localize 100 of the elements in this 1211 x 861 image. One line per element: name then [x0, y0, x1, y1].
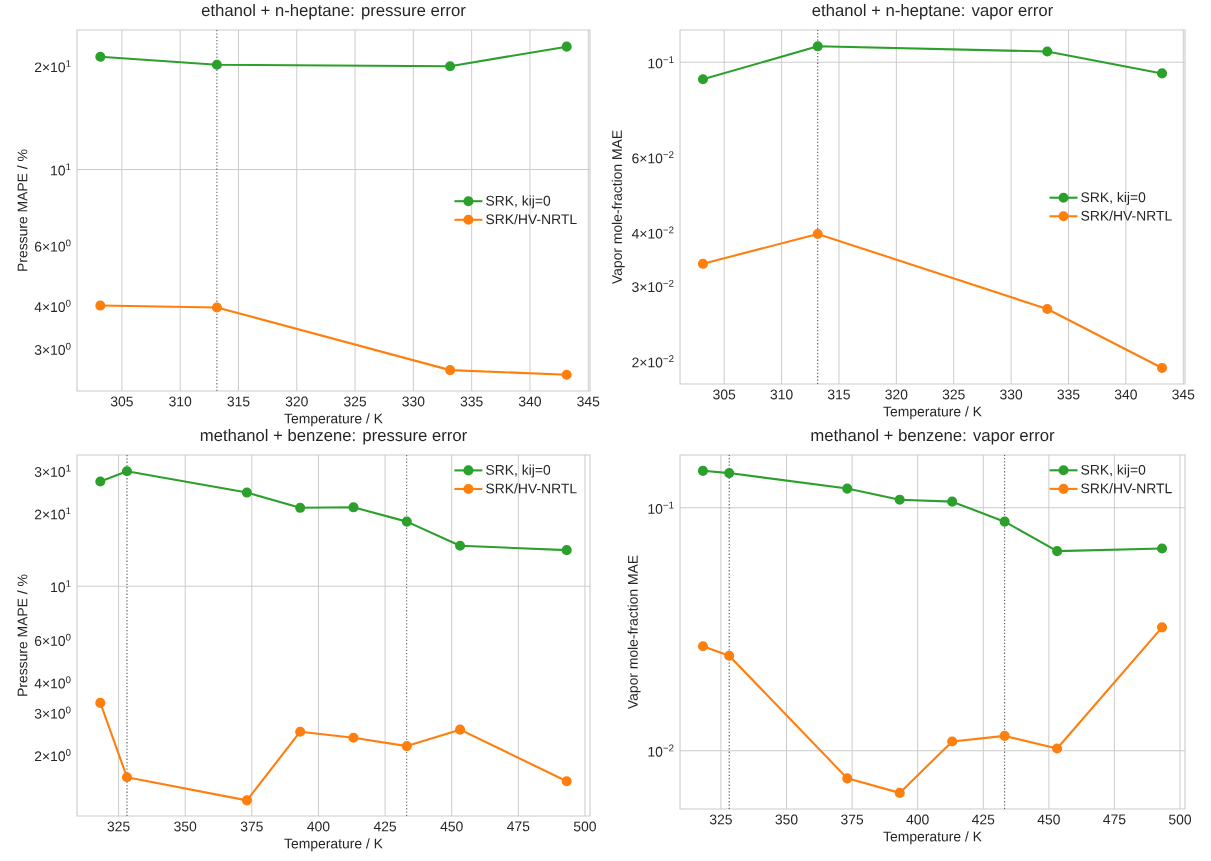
point — [697, 74, 709, 85]
y-tick-label: 10$^{−2}$ — [648, 744, 674, 757]
legend-label: SRK, kij=0 — [486, 195, 551, 209]
point — [455, 540, 466, 551]
point — [95, 697, 106, 708]
legend-label: SRK/HV-NRTL — [1081, 210, 1172, 221]
legend-label: SRK, kij=0 — [486, 464, 551, 478]
x-tick-label: 310 — [770, 389, 793, 400]
point — [894, 787, 905, 798]
x-tick-label: 475 — [507, 821, 530, 832]
x-tick-label: 310 — [169, 396, 192, 407]
point — [211, 302, 222, 313]
x-tick-label: 345 — [1172, 389, 1195, 400]
chart-title: ethanol + n-heptane: pressure error — [201, 3, 466, 20]
y-tick-label: 6×10$^{0}$ — [34, 633, 71, 646]
x-tick-label: 340 — [518, 396, 542, 407]
legend-label: SRK/HV-NRTL — [1081, 483, 1172, 494]
point — [697, 641, 709, 652]
y-tick-label: 3×10$^{1}$ — [34, 464, 71, 477]
y-tick-label: 6×10$^{−2}$ — [632, 151, 674, 164]
point — [697, 465, 709, 476]
point — [724, 650, 735, 661]
point — [241, 795, 252, 806]
x-tick-label: 345 — [577, 396, 600, 407]
point — [842, 773, 853, 784]
x-axis-title: Temperature / K — [284, 838, 383, 852]
point — [95, 476, 106, 487]
point — [1042, 46, 1053, 57]
point — [561, 545, 572, 556]
point — [999, 516, 1010, 527]
x-tick-label: 315 — [827, 389, 850, 400]
x-tick-label: 400 — [307, 821, 330, 832]
y-tick-label: 6×10$^{0}$ — [34, 239, 71, 252]
y-tick-label: 2×10$^{0}$ — [34, 749, 71, 762]
point — [348, 732, 359, 743]
y-tick-label: 10$^{1}$ — [51, 580, 71, 593]
x-tick-label: 350 — [775, 814, 798, 825]
point — [561, 41, 572, 52]
x-tick-label: 305 — [713, 389, 736, 400]
x-tick-label: 325 — [942, 389, 965, 400]
x-tick-label: 500 — [573, 821, 596, 832]
point — [1052, 546, 1063, 557]
x-tick-label: 425 — [373, 821, 397, 832]
point — [812, 41, 823, 52]
x-tick-label: 350 — [174, 821, 197, 832]
point — [724, 468, 735, 479]
legend-label: SRK/HV-NRTL — [486, 483, 577, 494]
point — [561, 776, 572, 787]
x-tick-label: 325 — [709, 814, 732, 825]
point — [842, 483, 853, 494]
x-tick-label: 375 — [240, 821, 263, 832]
chart-title: methanol + benzene: pressure error — [200, 428, 467, 445]
x-tick-label: 450 — [440, 821, 463, 832]
point — [401, 516, 412, 527]
point — [95, 51, 106, 62]
x-axis-title: Temperature / K — [883, 831, 982, 845]
x-tick-label: 340 — [1114, 389, 1137, 400]
x-tick-label: 320 — [285, 396, 308, 407]
legend-label: SRK, kij=0 — [1081, 191, 1146, 205]
y-tick-label: 3×10$^{−2}$ — [632, 279, 674, 293]
x-tick-label: 325 — [344, 396, 367, 407]
point — [1157, 622, 1168, 633]
point — [812, 228, 823, 240]
x-tick-label: 330 — [402, 396, 425, 407]
x-tick-label: 325 — [107, 821, 130, 832]
y-tick-label: 3×10$^{0}$ — [34, 342, 71, 355]
point — [947, 736, 958, 747]
x-tick-label: 450 — [1037, 814, 1060, 825]
point — [455, 724, 466, 735]
y-tick-label: 2×10$^{1}$ — [34, 507, 71, 520]
x-tick-label: 315 — [227, 396, 250, 407]
y-tick-label: 4×10$^{0}$ — [34, 299, 71, 313]
y-axis-title: Vapor mole-fraction MAE — [611, 130, 625, 285]
y-axis-title: Pressure MAPE / % — [17, 574, 28, 696]
legend-label: SRK, kij=0 — [1081, 464, 1146, 478]
x-axis-title: Temperature / K — [883, 406, 982, 420]
y-axis-title: Pressure MAPE / % — [17, 149, 28, 271]
x-axis-title: Temperature / K — [284, 413, 383, 427]
point — [697, 258, 709, 269]
point — [1157, 362, 1168, 373]
point — [1052, 743, 1063, 754]
point — [1157, 543, 1168, 554]
x-tick-label: 335 — [460, 396, 483, 407]
x-tick-label: 330 — [1000, 389, 1023, 400]
x-tick-label: 305 — [110, 396, 133, 407]
point — [348, 502, 359, 513]
y-tick-label: 2×10$^{−2}$ — [632, 355, 674, 368]
point — [295, 502, 306, 513]
point — [947, 496, 958, 507]
point — [1042, 303, 1053, 315]
point — [121, 772, 133, 783]
point — [241, 487, 252, 498]
x-tick-label: 375 — [841, 814, 864, 825]
y-tick-label: 2×10$^{1}$ — [34, 60, 71, 73]
y-tick-label: 10$^{−1}$ — [648, 501, 674, 514]
chart-title: methanol + benzene: vapor error — [811, 428, 1055, 445]
x-tick-label: 500 — [1168, 814, 1192, 825]
point — [445, 61, 456, 72]
point — [95, 300, 106, 311]
y-tick-label: 4×10$^{0}$ — [34, 676, 71, 689]
